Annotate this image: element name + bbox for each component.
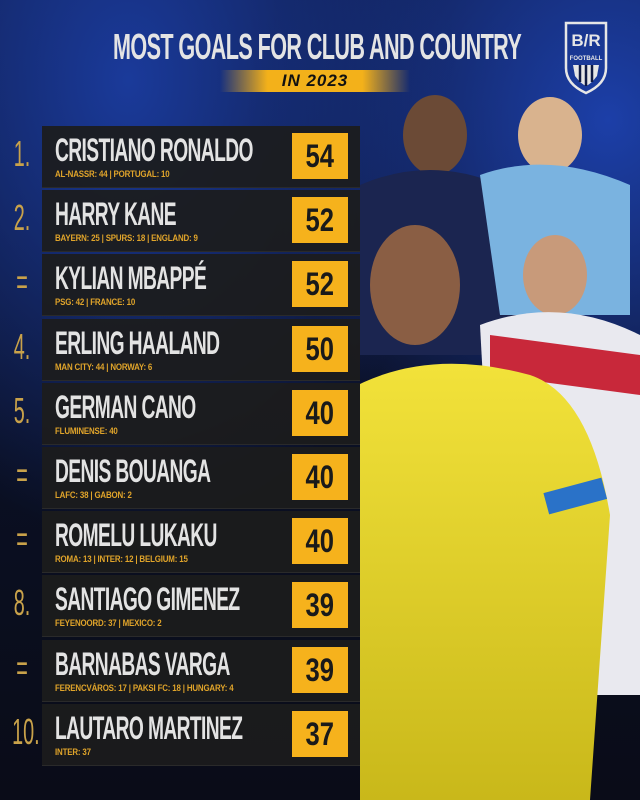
- ranking-row: 5. GERMAN CANO FLUMINENSE: 40 40: [0, 382, 360, 445]
- page-title: MOST GOALS FOR CLUB AND COUNTRY: [113, 26, 522, 67]
- ranking-row: 10. LAUTARO MARTINEZ INTER: 37 37: [0, 703, 360, 766]
- rank-number: =: [16, 261, 28, 303]
- player-name: BARNABAS VARGA: [55, 645, 230, 682]
- goals-total: 39: [305, 587, 335, 624]
- goals-total: 52: [305, 202, 335, 239]
- subtitle: IN 2023: [281, 71, 349, 90]
- rank-number: =: [16, 646, 28, 688]
- goals-box: 39: [292, 646, 348, 693]
- goals-box: 50: [292, 325, 348, 372]
- goals-box: 52: [292, 197, 348, 244]
- goals-box: 39: [292, 582, 348, 629]
- rank-number: 2.: [13, 197, 31, 239]
- ranking-row: = ROMELU LUKAKU ROMA: 13 | INTER: 12 | B…: [0, 511, 360, 574]
- goals-box: 52: [292, 261, 348, 308]
- player-name: DENIS BOUANGA: [55, 453, 211, 489]
- ranking-row: 2. HARRY KANE BAYERN: 25 | SPURS: 18 | E…: [0, 190, 360, 253]
- svg-text:B/R: B/R: [571, 31, 600, 50]
- goal-breakdown: ROMA: 13 | INTER: 12 | BELGIUM: 15: [55, 554, 188, 565]
- goals-total: 54: [305, 138, 335, 174]
- players-photo: [360, 95, 640, 800]
- ranking-row: 8. SANTIAGO GIMENEZ FEYENOORD: 37 | MEXI…: [0, 575, 360, 638]
- ranking-row: 1. CRISTIANO RONALDO AL-NASSR: 44 | PORT…: [0, 126, 360, 188]
- player-name: KYLIAN MBAPPÉ: [55, 260, 207, 297]
- rank-number: 1.: [13, 133, 31, 174]
- goals-total: 37: [305, 715, 335, 752]
- rank-number: 10.: [12, 710, 40, 752]
- goal-breakdown: FERENCVÁROS: 17 | PAKSI FC: 18 | HUNGARY…: [55, 682, 234, 693]
- goals-box: 37: [292, 710, 348, 757]
- goals-total: 40: [305, 394, 335, 431]
- goal-breakdown: LAFC: 38 | GABON: 2: [55, 490, 132, 500]
- goals-box: 40: [292, 389, 348, 436]
- goal-breakdown: PSG: 42 | FRANCE: 10: [55, 297, 136, 308]
- rank-number: 8.: [13, 582, 31, 624]
- goal-breakdown: FLUMINENSE: 40: [55, 425, 118, 436]
- player-name: GERMAN CANO: [55, 388, 196, 425]
- svg-text:FOOTBALL: FOOTBALL: [570, 56, 603, 62]
- player-name: LAUTARO MARTINEZ: [55, 709, 243, 746]
- rank-number: =: [16, 518, 28, 560]
- ranking-row: = DENIS BOUANGA LAFC: 38 | GABON: 2 40: [0, 447, 360, 509]
- rank-number: =: [16, 454, 28, 495]
- ranking-row: = BARNABAS VARGA FERENCVÁROS: 17 | PAKSI…: [0, 639, 360, 702]
- goals-total: 40: [305, 523, 335, 560]
- goals-box: 40: [292, 454, 348, 500]
- rank-number: 5.: [13, 389, 31, 431]
- goal-breakdown: FEYENOORD: 37 | MEXICO: 2: [55, 618, 162, 629]
- player-name: HARRY KANE: [55, 196, 177, 233]
- goal-breakdown: MAN CITY: 44 | NORWAY: 6: [55, 361, 153, 372]
- br-football-logo: B/R FOOTBALL: [564, 21, 608, 95]
- player-name: SANTIAGO GIMENEZ: [55, 581, 240, 618]
- goal-breakdown: BAYERN: 25 | SPURS: 18 | ENGLAND: 9: [55, 233, 198, 244]
- goal-breakdown: INTER: 37: [55, 746, 91, 757]
- goals-box: 54: [292, 133, 348, 179]
- goals-box: 40: [292, 518, 348, 565]
- goals-total: 39: [305, 651, 335, 688]
- goal-breakdown: AL-NASSR: 44 | PORTUGAL: 10: [55, 169, 170, 179]
- ranking-row: = KYLIAN MBAPPÉ PSG: 42 | FRANCE: 10 52: [0, 254, 360, 317]
- goals-total: 52: [305, 266, 335, 303]
- rank-number: 4.: [13, 325, 31, 367]
- goals-total: 40: [305, 459, 335, 495]
- subtitle-banner: IN 2023: [220, 70, 410, 92]
- player-name: ROMELU LUKAKU: [55, 517, 217, 554]
- ranking-row: 4. ERLING HAALAND MAN CITY: 44 | NORWAY:…: [0, 318, 360, 381]
- player-name: ERLING HAALAND: [55, 324, 220, 361]
- goals-total: 50: [305, 330, 335, 367]
- player-name: CRISTIANO RONALDO: [55, 132, 253, 168]
